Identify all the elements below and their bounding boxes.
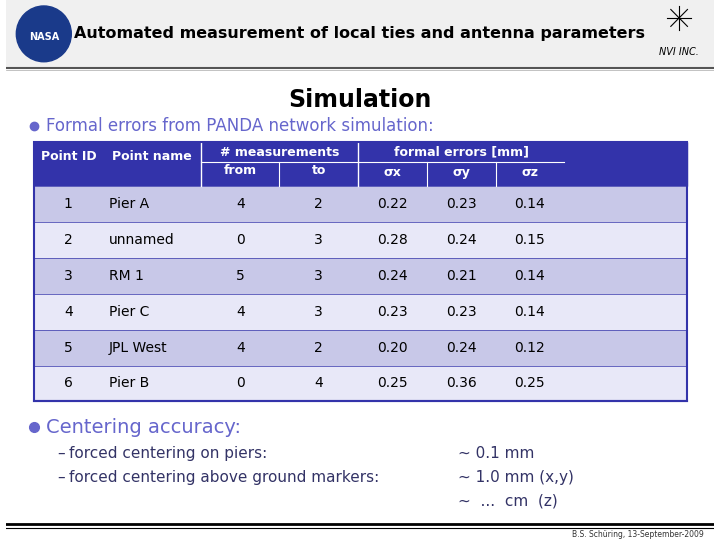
Text: 0.12: 0.12: [515, 341, 545, 355]
Text: 0.21: 0.21: [446, 269, 477, 283]
Text: 0.23: 0.23: [446, 197, 477, 211]
Text: Pier A: Pier A: [109, 197, 149, 211]
Text: 1: 1: [64, 197, 73, 211]
Text: # measurements: # measurements: [220, 146, 339, 159]
Text: to: to: [312, 164, 326, 177]
Text: 0.22: 0.22: [377, 197, 408, 211]
Circle shape: [17, 6, 71, 62]
Text: 6: 6: [64, 376, 73, 390]
Text: Simulation: Simulation: [288, 87, 432, 112]
Text: 4: 4: [64, 305, 73, 319]
Text: Pier B: Pier B: [109, 376, 149, 390]
Text: forced centering above ground markers:: forced centering above ground markers:: [69, 470, 379, 484]
Text: formal errors [mm]: formal errors [mm]: [394, 146, 528, 159]
Text: 5: 5: [236, 269, 245, 283]
Text: 2: 2: [64, 233, 73, 247]
Text: 0.36: 0.36: [446, 376, 477, 390]
Text: 0.14: 0.14: [515, 269, 545, 283]
Text: 0: 0: [236, 376, 245, 390]
FancyBboxPatch shape: [34, 294, 687, 329]
Text: Formal errors from PANDA network simulation:: Formal errors from PANDA network simulat…: [46, 118, 433, 136]
Text: 2: 2: [315, 341, 323, 355]
Text: σx: σx: [384, 166, 401, 179]
Text: RM 1: RM 1: [109, 269, 143, 283]
Text: 0.23: 0.23: [446, 305, 477, 319]
Text: 0.24: 0.24: [446, 341, 477, 355]
Text: Centering accuracy:: Centering accuracy:: [46, 418, 240, 437]
Text: 5: 5: [64, 341, 73, 355]
Text: ~  ...  cm  (z): ~ ... cm (z): [458, 494, 558, 509]
Text: σz: σz: [521, 166, 539, 179]
Text: 3: 3: [315, 233, 323, 247]
Text: from: from: [224, 164, 257, 177]
Text: 4: 4: [315, 376, 323, 390]
Text: 0.14: 0.14: [515, 305, 545, 319]
Text: 3: 3: [315, 305, 323, 319]
Text: B.S. Schüring, 13-September-2009: B.S. Schüring, 13-September-2009: [572, 530, 703, 539]
Text: NASA: NASA: [29, 32, 59, 42]
Text: 0.14: 0.14: [515, 197, 545, 211]
FancyBboxPatch shape: [6, 0, 714, 68]
Text: 0.15: 0.15: [515, 233, 545, 247]
Text: 0.25: 0.25: [515, 376, 545, 390]
Text: 4: 4: [236, 197, 245, 211]
Text: ~ 0.1 mm: ~ 0.1 mm: [458, 446, 534, 461]
FancyBboxPatch shape: [34, 222, 687, 258]
Text: –: –: [58, 470, 66, 484]
Text: 2: 2: [315, 197, 323, 211]
Text: 3: 3: [64, 269, 73, 283]
Text: Automated measurement of local ties and antenna parameters: Automated measurement of local ties and …: [74, 26, 646, 42]
Text: 0.24: 0.24: [446, 233, 477, 247]
Text: σy: σy: [452, 166, 470, 179]
FancyBboxPatch shape: [34, 258, 687, 294]
Text: 4: 4: [236, 341, 245, 355]
FancyBboxPatch shape: [34, 366, 687, 401]
Text: ~ 1.0 mm (x,y): ~ 1.0 mm (x,y): [458, 470, 574, 484]
Text: 0.28: 0.28: [377, 233, 408, 247]
Text: 0.20: 0.20: [377, 341, 408, 355]
FancyBboxPatch shape: [34, 186, 687, 222]
Text: 3: 3: [315, 269, 323, 283]
FancyBboxPatch shape: [34, 329, 687, 366]
Text: –: –: [58, 446, 66, 461]
Text: 0: 0: [236, 233, 245, 247]
Text: forced centering on piers:: forced centering on piers:: [69, 446, 268, 461]
Text: JPL West: JPL West: [109, 341, 167, 355]
Text: 4: 4: [236, 305, 245, 319]
Text: NVI INC.: NVI INC.: [660, 47, 699, 57]
FancyBboxPatch shape: [34, 143, 687, 186]
Text: unnamed: unnamed: [109, 233, 174, 247]
Text: 0.23: 0.23: [377, 305, 408, 319]
Text: 0.24: 0.24: [377, 269, 408, 283]
Text: 0.25: 0.25: [377, 376, 408, 390]
Text: Point ID: Point ID: [40, 150, 96, 163]
Text: Pier C: Pier C: [109, 305, 149, 319]
Text: Point name: Point name: [112, 150, 192, 163]
